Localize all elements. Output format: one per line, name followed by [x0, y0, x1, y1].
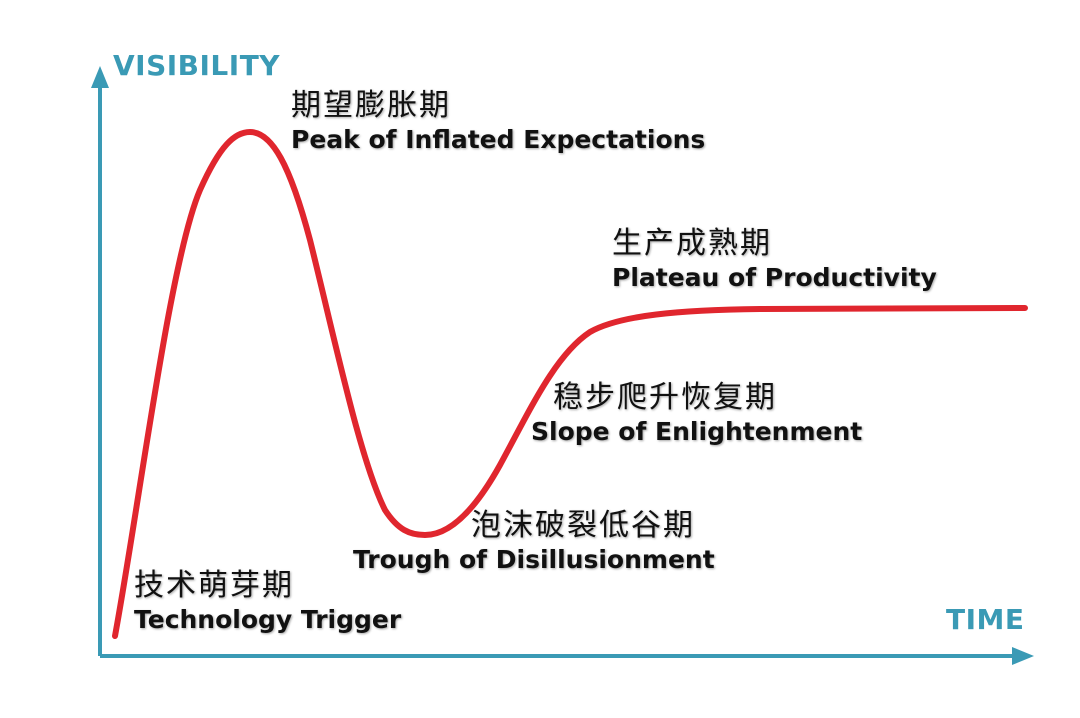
phase-slope-of-enlightenment: 稳步爬升恢复期 Slope of Enlightenment	[531, 380, 862, 448]
phase-label-zh: 期望膨胀期	[291, 88, 451, 123]
phase-label-zh: 生产成熟期	[612, 226, 772, 261]
phase-label-en: Technology Trigger	[134, 605, 402, 634]
x-axis-label: TIME	[946, 603, 1025, 636]
phase-label-en: Trough of Disillusionment	[353, 545, 715, 574]
hype-curve	[112, 129, 1028, 639]
y-axis-label: VISIBILITY	[113, 49, 281, 82]
phase-label-en: Slope of Enlightenment	[531, 417, 863, 446]
phase-peak-of-inflated-expectations: 期望膨胀期 Peak of Inflated Expectations	[291, 88, 705, 156]
phase-trough-of-disillusionment: 泡沫破裂低谷期 Trough of Disillusionment	[353, 508, 715, 576]
phase-plateau-of-productivity: 生产成熟期 Plateau of Productivity	[612, 226, 937, 294]
phase-label-zh: 稳步爬升恢复期	[553, 380, 777, 415]
phase-label-en: Plateau of Productivity	[612, 263, 937, 292]
phase-label-en: Peak of Inflated Expectations	[291, 125, 706, 154]
x-axis-arrowhead	[1012, 647, 1034, 665]
phase-technology-trigger: 技术萌芽期 Technology Trigger	[134, 568, 401, 636]
phase-label-zh: 泡沫破裂低谷期	[471, 508, 695, 543]
y-axis-arrowhead	[91, 66, 109, 88]
phase-label-zh: 技术萌芽期	[134, 568, 294, 603]
